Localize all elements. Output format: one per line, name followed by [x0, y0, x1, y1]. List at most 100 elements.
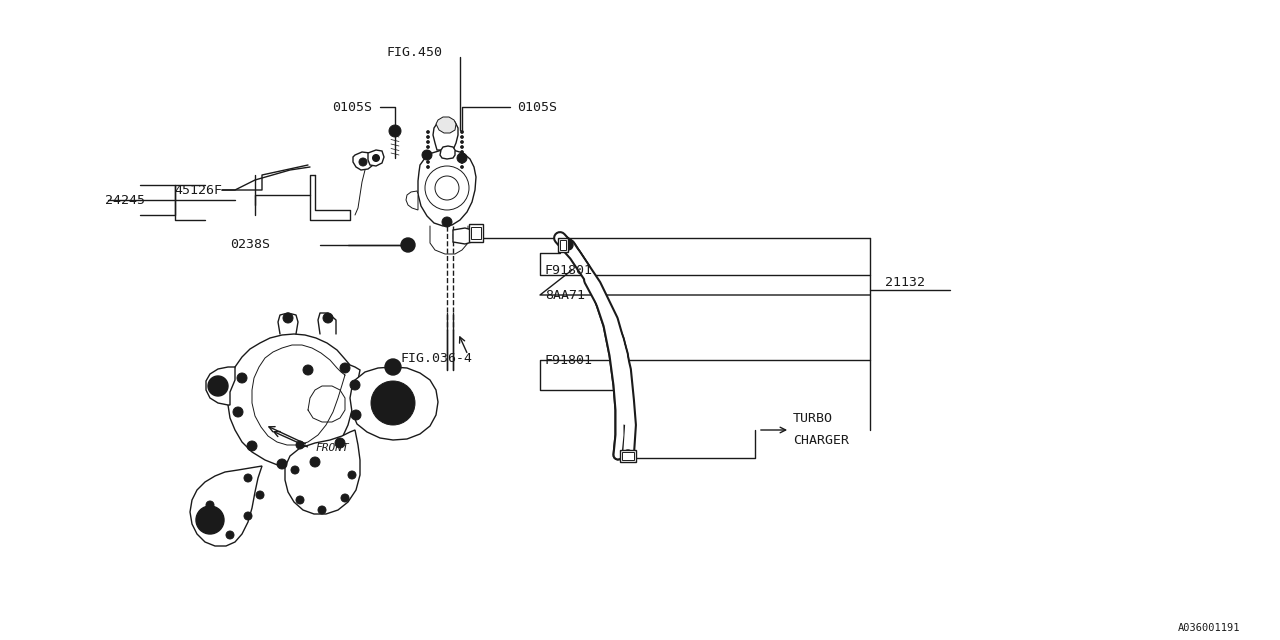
Circle shape	[250, 444, 255, 449]
Text: F91801: F91801	[545, 353, 593, 367]
Bar	[471, 227, 481, 239]
Circle shape	[276, 459, 287, 469]
Circle shape	[404, 241, 411, 248]
Circle shape	[426, 131, 430, 134]
Circle shape	[426, 141, 430, 143]
Text: 24245: 24245	[105, 193, 145, 207]
Circle shape	[340, 494, 349, 502]
Circle shape	[283, 313, 293, 323]
Bar	[622, 452, 634, 460]
Circle shape	[461, 166, 463, 168]
Circle shape	[244, 512, 252, 520]
Polygon shape	[349, 367, 438, 440]
Circle shape	[338, 440, 343, 445]
Circle shape	[237, 373, 247, 383]
Circle shape	[207, 376, 228, 396]
Circle shape	[312, 460, 317, 465]
Circle shape	[303, 365, 314, 375]
Circle shape	[279, 461, 284, 467]
Polygon shape	[433, 119, 458, 150]
Circle shape	[239, 376, 244, 381]
Bar	[620, 450, 636, 462]
Text: 8AA71: 8AA71	[545, 289, 585, 301]
Polygon shape	[206, 367, 236, 405]
Text: CHARGER: CHARGER	[794, 433, 849, 447]
Text: 0105S: 0105S	[517, 100, 557, 113]
Circle shape	[206, 501, 214, 509]
Circle shape	[442, 217, 452, 227]
Text: FIG.450: FIG.450	[387, 45, 443, 58]
Text: 45126F: 45126F	[174, 184, 221, 196]
Polygon shape	[285, 430, 360, 514]
Circle shape	[461, 136, 463, 138]
Polygon shape	[419, 150, 476, 226]
Circle shape	[425, 152, 430, 157]
Circle shape	[340, 363, 349, 373]
Polygon shape	[189, 466, 262, 546]
Circle shape	[348, 471, 356, 479]
Circle shape	[389, 125, 401, 137]
Circle shape	[296, 496, 305, 504]
Circle shape	[563, 240, 573, 250]
Bar	[468, 224, 483, 242]
Circle shape	[244, 474, 252, 482]
Circle shape	[401, 238, 415, 252]
Circle shape	[310, 457, 320, 467]
Circle shape	[426, 166, 430, 168]
Text: 0238S: 0238S	[230, 237, 270, 250]
Circle shape	[256, 491, 264, 499]
Circle shape	[343, 365, 347, 371]
Circle shape	[426, 156, 430, 159]
Circle shape	[461, 156, 463, 159]
Polygon shape	[440, 146, 454, 159]
Circle shape	[352, 383, 357, 387]
Circle shape	[461, 145, 463, 148]
Circle shape	[196, 506, 224, 534]
Text: F91801: F91801	[545, 264, 593, 276]
Polygon shape	[369, 150, 384, 166]
Circle shape	[204, 513, 218, 527]
Text: FIG.036-4: FIG.036-4	[399, 351, 472, 365]
Circle shape	[385, 359, 401, 375]
Circle shape	[461, 131, 463, 134]
Circle shape	[460, 156, 465, 161]
Circle shape	[422, 150, 433, 160]
Circle shape	[461, 141, 463, 143]
Circle shape	[444, 220, 449, 225]
Circle shape	[426, 161, 430, 163]
Polygon shape	[453, 228, 474, 244]
Text: 21132: 21132	[884, 275, 925, 289]
Circle shape	[351, 410, 361, 420]
Circle shape	[457, 153, 467, 163]
Circle shape	[323, 313, 333, 323]
Circle shape	[371, 381, 415, 425]
Circle shape	[426, 145, 430, 148]
Bar	[561, 240, 566, 250]
Text: 0105S: 0105S	[332, 100, 372, 113]
Polygon shape	[353, 152, 374, 170]
Polygon shape	[436, 117, 456, 133]
Circle shape	[291, 466, 300, 474]
Circle shape	[623, 450, 634, 460]
Circle shape	[247, 441, 257, 451]
Circle shape	[335, 438, 346, 448]
Circle shape	[236, 410, 241, 415]
Circle shape	[296, 441, 305, 449]
Circle shape	[426, 150, 430, 154]
Circle shape	[461, 161, 463, 163]
Polygon shape	[228, 334, 360, 468]
Circle shape	[372, 154, 379, 161]
Circle shape	[233, 407, 243, 417]
Text: TURBO: TURBO	[794, 412, 833, 424]
Circle shape	[426, 136, 430, 138]
Text: FRONT: FRONT	[315, 443, 348, 453]
Text: A036001191: A036001191	[1178, 623, 1240, 633]
Circle shape	[349, 380, 360, 390]
Circle shape	[317, 506, 326, 514]
Circle shape	[358, 158, 367, 166]
Bar	[558, 238, 568, 252]
Circle shape	[353, 413, 358, 417]
Circle shape	[461, 150, 463, 154]
Polygon shape	[406, 191, 419, 210]
Circle shape	[212, 381, 223, 391]
